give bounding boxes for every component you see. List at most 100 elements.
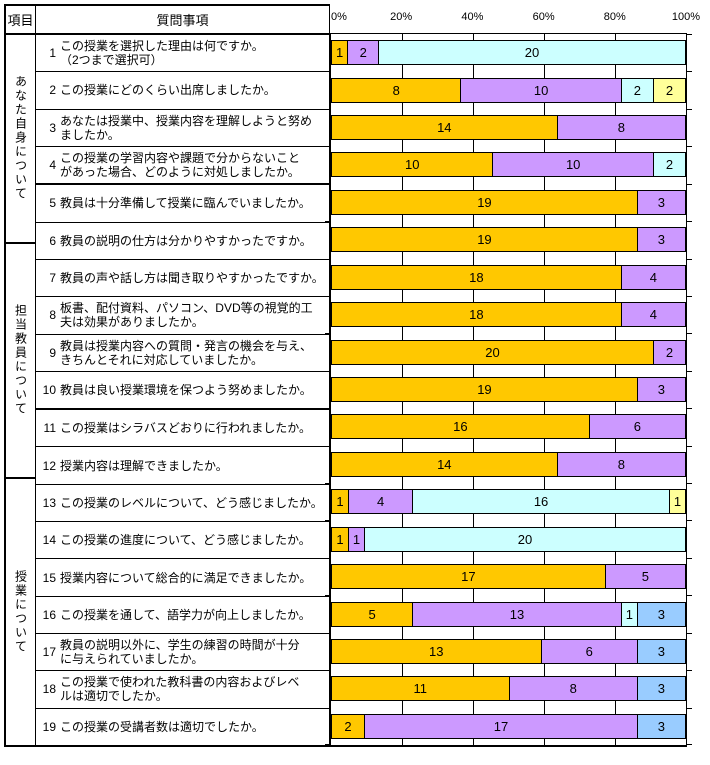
question-row: 18 この授業で使われた教科書の内容およびレベ ルは適切でしたか。 [36, 670, 329, 707]
stacked-bar: 1 1 20 [331, 526, 686, 552]
axis-tick [687, 408, 692, 410]
bar-row: 1 1 20 [331, 520, 686, 557]
plot-area: 1 2 20 8 10 2 2 14 8 10 10 2 19 3 19 3 18 4 18 4 20 2 19 3 16 6 14… [325, 33, 692, 747]
question-number: 19 [42, 719, 56, 734]
axis-tick [687, 557, 692, 559]
axis-tick [325, 408, 330, 410]
question-text: 教員の声や話し方は聞き取りやすかったですか。 [60, 271, 324, 286]
axis-tick [687, 108, 692, 110]
segment-value: 6 [633, 419, 641, 435]
axis-tick [325, 744, 330, 745]
segment-value: 4 [649, 307, 658, 323]
axis-tick [687, 370, 692, 372]
question-text: 教員は良い授業環境を保つよう努めましたか。 [60, 382, 312, 397]
bar-row: 8 10 2 2 [331, 71, 686, 108]
segment-value: 13 [509, 606, 525, 622]
question-number: 18 [42, 682, 56, 697]
segment-value: 10 [565, 157, 581, 173]
bar-segment-lavender: 8 [556, 452, 685, 476]
segment-value: 3 [657, 194, 666, 210]
stacked-bar: 10 10 2 [331, 152, 686, 178]
segment-value: 13 [429, 643, 444, 659]
bar-segment-turquoise: 2 [620, 78, 653, 102]
segment-value: 1 [352, 531, 361, 547]
question-text: 教員は授業内容への質問・発言の機会を与え、 きちんとそれに対応していましたか。 [60, 338, 313, 367]
stacked-bar: 19 3 [331, 189, 686, 215]
bar-segment-gold: 1 [332, 41, 348, 65]
question-row: 19 この授業の受講者数は適切でしたか。 [36, 707, 329, 745]
segment-value: 17 [461, 569, 476, 585]
bar-segment-lavender: 3 [636, 228, 685, 252]
segment-value: 14 [437, 120, 452, 136]
axis-tick-label: 80% [603, 11, 626, 23]
question-number: 9 [49, 345, 56, 360]
bar-row: 13 6 3 [331, 633, 686, 670]
bar-row: 19 3 [331, 221, 686, 258]
stacked-bar: 13 6 3 [331, 638, 686, 664]
segment-value: 8 [617, 120, 625, 136]
stacked-bar: 19 3 [331, 227, 686, 253]
question-text: この授業を選択した理由は何ですか。 （2つまで選択可） [60, 39, 264, 68]
stacked-bar: 18 4 [331, 302, 686, 328]
segment-value: 19 [477, 194, 492, 210]
axis-tick [687, 744, 692, 745]
segment-value: 10 [533, 82, 549, 98]
bar-segment-lavender: 17 [364, 714, 637, 738]
stacked-bar: 5 13 1 3 [331, 601, 686, 627]
bar-segment-lavender: 8 [556, 116, 685, 140]
bar-row: 11 8 3 [331, 670, 686, 707]
stacked-bar: 8 10 2 2 [331, 77, 686, 103]
segment-value: 3 [657, 718, 666, 734]
question-number: 7 [49, 271, 56, 286]
segment-value: 1 [336, 494, 344, 510]
axis-tick [325, 34, 330, 35]
bar-segment-gold: 19 [332, 378, 637, 401]
bar-row: 2 17 3 [331, 708, 686, 745]
question-text: 教員の説明以外に、学生の練習の時間が十分 に与えられていましたか。 [60, 638, 300, 667]
question-text: 教員の説明の仕方は分かりやすかったですか。 [60, 233, 312, 248]
question-text: この授業を通して、語学力が向上しましたか。 [60, 607, 311, 622]
question-row: 10 教員は良い授業環境を保つよう努めましたか。 [36, 370, 329, 408]
bar-row: 1 2 20 [331, 34, 686, 71]
bar-segment-lavender: 4 [348, 490, 413, 514]
percent-axis: 0% 20% 40% 60% 80% 100% [330, 4, 708, 33]
bar-row: 20 2 [331, 333, 686, 370]
question-text: 教員は十分準備して授業に臨んでいましたか。 [60, 196, 311, 211]
question-number: 12 [42, 458, 56, 473]
bar-row: 19 3 [331, 184, 686, 221]
bar-segment-lavender: 1 [348, 527, 365, 551]
segment-value: 2 [665, 82, 674, 98]
question-number: 14 [42, 533, 56, 548]
question-row: 5 教員は十分準備して授業に臨んでいましたか。 [36, 183, 329, 221]
question-row: 7 教員の声や話し方は聞き取りやすかったですか。 [36, 258, 329, 296]
bar-segment-lavender: 3 [636, 190, 685, 214]
question-text: この授業の進度について、どう感じましたか。 [60, 533, 311, 548]
segment-value: 20 [517, 531, 533, 547]
axis-tick [687, 483, 692, 485]
segment-value: 17 [493, 718, 509, 734]
segment-value: 3 [657, 232, 666, 248]
question-number: 5 [49, 196, 56, 211]
bar-segment-turquoise: 16 [412, 490, 669, 514]
question-row: 15 授業内容について総合的に満足できましたか。 [36, 558, 329, 595]
axis-tick [687, 71, 692, 73]
bar-segment-gold: 18 [332, 265, 621, 289]
segment-value: 8 [392, 82, 400, 98]
bar-segment-lavender: 4 [620, 265, 685, 289]
stacked-bar: 1 2 20 [331, 40, 686, 66]
axis-tick-label: 60% [532, 11, 555, 23]
bar-row: 19 3 [331, 371, 686, 408]
segment-value: 18 [469, 269, 484, 285]
axis-tick [325, 295, 330, 297]
question-number: 1 [49, 46, 56, 61]
stacked-bar: 20 2 [331, 339, 686, 365]
question-row: 9 教員は授業内容への質問・発言の機会を与え、 きちんとそれに対応していましたか。 [36, 333, 329, 371]
stacked-bar: 17 5 [331, 564, 686, 590]
bar-segment-lavender: 13 [412, 602, 621, 626]
bar-segment-gold: 18 [332, 303, 621, 327]
item-group-label: 担当教員について [13, 304, 28, 417]
segment-value: 1 [673, 494, 682, 510]
bar-segment-lavender: 10 [460, 78, 621, 102]
bar-segment-gold: 8 [332, 78, 461, 102]
question-column: 質問事項 1 この授業を選択した理由は何ですか。 （2つまで選択可） 2 この授業にど… [36, 6, 329, 745]
